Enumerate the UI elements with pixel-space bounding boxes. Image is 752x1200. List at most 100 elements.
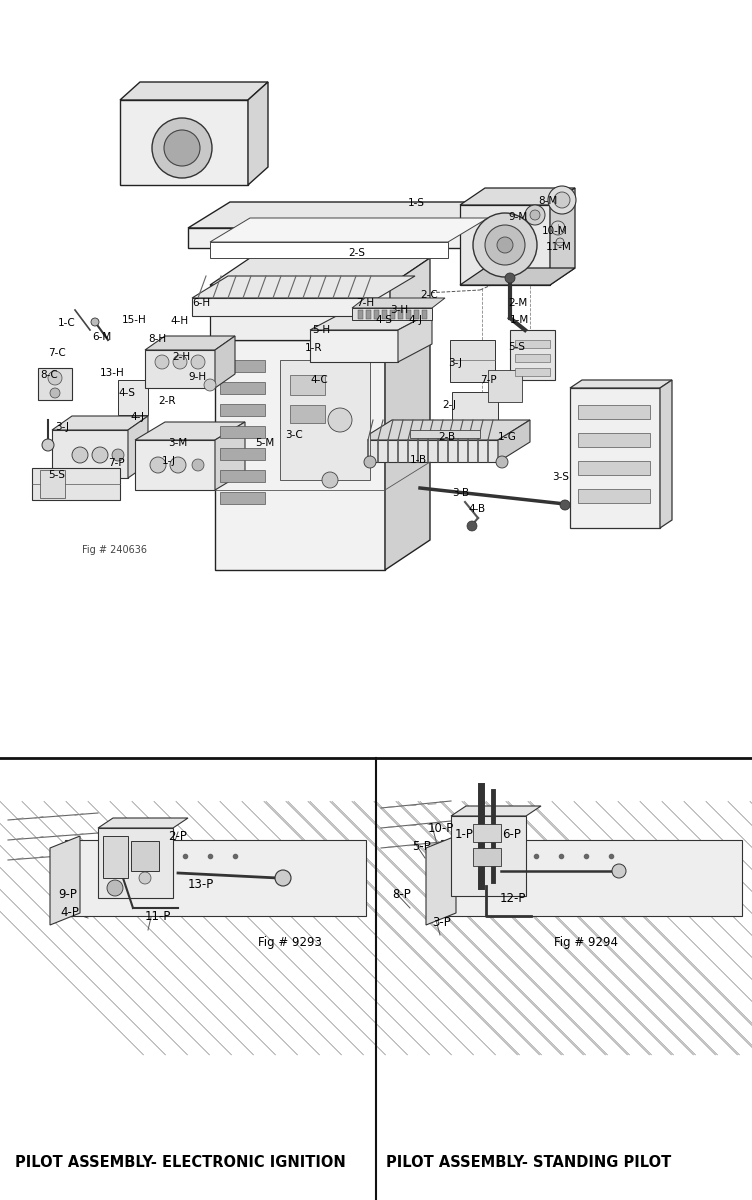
Text: 3-J: 3-J (55, 422, 69, 432)
Polygon shape (52, 430, 128, 478)
Text: 3-C: 3-C (285, 430, 303, 440)
Bar (515, 368, 550, 376)
Polygon shape (50, 836, 80, 925)
Text: 8-M: 8-M (538, 196, 557, 206)
Text: 4-J: 4-J (130, 412, 144, 422)
Text: 15-H: 15-H (122, 314, 147, 325)
Text: 1-S: 1-S (408, 198, 425, 208)
Circle shape (530, 210, 540, 220)
Polygon shape (192, 276, 415, 298)
Polygon shape (248, 82, 268, 185)
Bar (0, 0, 752, 758)
Bar (578, 404, 650, 419)
Polygon shape (460, 268, 575, 284)
Polygon shape (441, 840, 742, 916)
Text: 4-C: 4-C (310, 374, 328, 385)
Polygon shape (38, 368, 72, 400)
Polygon shape (570, 388, 660, 528)
Circle shape (48, 371, 62, 385)
Bar (406, 310, 411, 319)
Polygon shape (385, 310, 430, 570)
Circle shape (204, 379, 216, 391)
Polygon shape (135, 422, 245, 440)
Text: 3-P: 3-P (432, 916, 450, 929)
Polygon shape (215, 310, 430, 340)
Bar (220, 470, 265, 482)
Text: 4-H: 4-H (170, 316, 188, 326)
Circle shape (505, 272, 515, 283)
Polygon shape (452, 392, 498, 425)
Text: Fig # 240636: Fig # 240636 (82, 545, 147, 554)
Bar (515, 354, 550, 362)
Text: 2-B: 2-B (438, 432, 455, 442)
Text: 4-S: 4-S (375, 314, 392, 325)
Polygon shape (352, 298, 445, 308)
Text: 5-M: 5-M (255, 438, 274, 448)
Bar (0, 758, 752, 1200)
Circle shape (191, 355, 205, 370)
Text: 8-H: 8-H (148, 334, 166, 344)
Circle shape (150, 457, 166, 473)
Text: 7-C: 7-C (48, 348, 65, 358)
Bar (103, 836, 128, 878)
Text: 10-M: 10-M (542, 226, 568, 236)
Bar (40, 470, 65, 498)
Circle shape (42, 439, 54, 451)
Text: Fig # 9294: Fig # 9294 (554, 936, 618, 949)
Polygon shape (450, 340, 495, 382)
Text: 2-H: 2-H (172, 352, 190, 362)
Circle shape (139, 872, 151, 884)
Text: 1-C: 1-C (58, 318, 76, 328)
Bar (220, 448, 265, 460)
Bar (578, 461, 650, 475)
Text: 12-P: 12-P (500, 892, 526, 905)
Polygon shape (468, 202, 510, 248)
Text: 3-M: 3-M (168, 438, 187, 448)
Text: 2-C: 2-C (420, 290, 438, 300)
Polygon shape (135, 440, 215, 490)
Text: 3-S: 3-S (552, 472, 569, 482)
Polygon shape (188, 202, 510, 228)
Bar (414, 310, 419, 319)
Circle shape (322, 472, 338, 488)
Polygon shape (360, 420, 530, 440)
Circle shape (560, 500, 570, 510)
Polygon shape (32, 468, 120, 500)
Bar (0, 758, 376, 1120)
Polygon shape (390, 258, 430, 340)
Circle shape (473, 214, 537, 277)
Bar (131, 841, 159, 871)
Circle shape (525, 205, 545, 226)
Circle shape (364, 456, 376, 468)
Circle shape (485, 226, 525, 265)
Bar (358, 310, 363, 319)
Polygon shape (460, 205, 550, 284)
Text: 8-C: 8-C (40, 370, 58, 380)
Text: 1-R: 1-R (305, 343, 323, 353)
Text: 1-J: 1-J (162, 456, 176, 466)
Circle shape (497, 236, 513, 253)
Polygon shape (98, 828, 173, 898)
Text: 6-P: 6-P (502, 828, 521, 841)
Text: 7-P: 7-P (480, 374, 496, 385)
Polygon shape (426, 836, 456, 925)
Polygon shape (52, 416, 148, 430)
Text: 6-M: 6-M (92, 332, 111, 342)
Text: 2-S: 2-S (348, 248, 365, 258)
Circle shape (112, 449, 124, 461)
Polygon shape (451, 816, 526, 896)
Polygon shape (188, 228, 468, 248)
Polygon shape (210, 242, 448, 258)
Circle shape (107, 880, 123, 896)
Text: 4-J: 4-J (408, 314, 422, 325)
Text: PILOT ASSEMBLY- ELECTRONIC IGNITION: PILOT ASSEMBLY- ELECTRONIC IGNITION (15, 1154, 346, 1170)
Polygon shape (210, 218, 488, 242)
Polygon shape (510, 330, 555, 380)
Text: 11-P: 11-P (145, 910, 171, 923)
Bar (220, 404, 265, 416)
Bar (515, 340, 550, 348)
Bar (220, 360, 265, 372)
Text: 1-B: 1-B (410, 455, 427, 464)
Circle shape (50, 388, 60, 398)
Bar (422, 310, 427, 319)
